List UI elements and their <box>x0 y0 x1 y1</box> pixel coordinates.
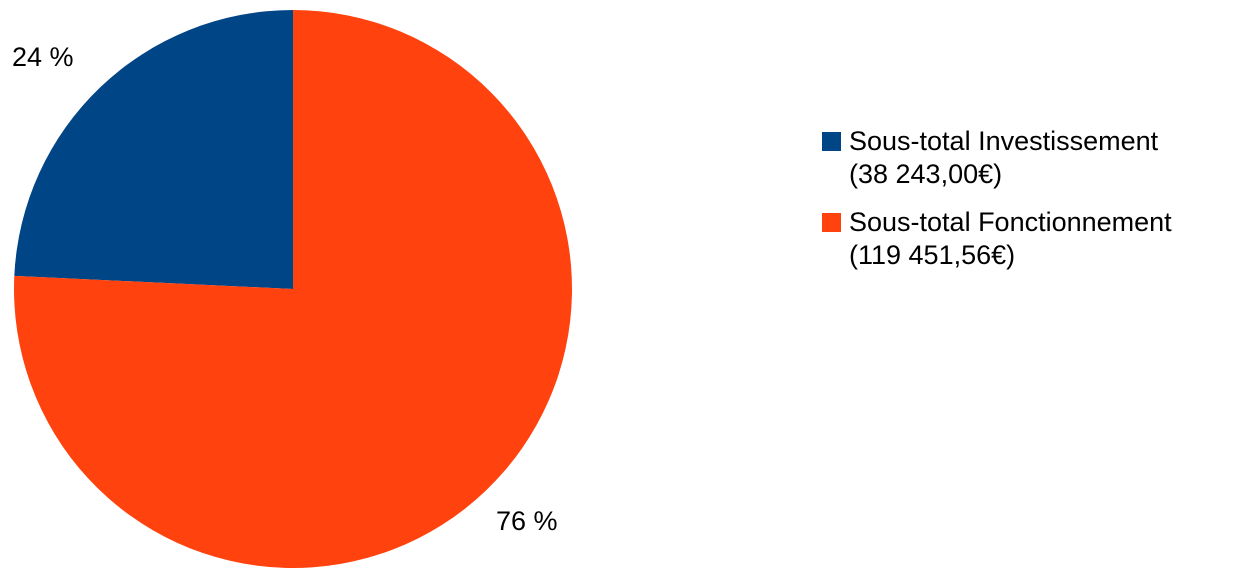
slice-label-fonctionnement: 76 % <box>496 506 558 536</box>
slice-label-investissement: 24 % <box>12 42 74 72</box>
legend-swatch-fonctionnement <box>822 213 841 232</box>
pie-slice-fonctionnement <box>14 10 573 568</box>
pie-slice-investissement <box>14 9 293 290</box>
legend-swatch-investissement <box>822 132 841 151</box>
legend-entry-investissement: Sous-total Investissement (38 243,00€) <box>822 125 1252 191</box>
legend-label-fonctionnement: Sous-total Fonctionnement <box>849 207 1172 237</box>
legend-amount-fonctionnement: (119 451,56€) <box>849 240 1016 270</box>
legend-label-investissement: Sous-total Investissement <box>849 126 1159 156</box>
legend: Sous-total Investissement (38 243,00€) S… <box>822 125 1252 287</box>
legend-amount-investissement: (38 243,00€) <box>849 159 1003 189</box>
legend-entry-fonctionnement: Sous-total Fonctionnement (119 451,56€) <box>822 206 1252 272</box>
